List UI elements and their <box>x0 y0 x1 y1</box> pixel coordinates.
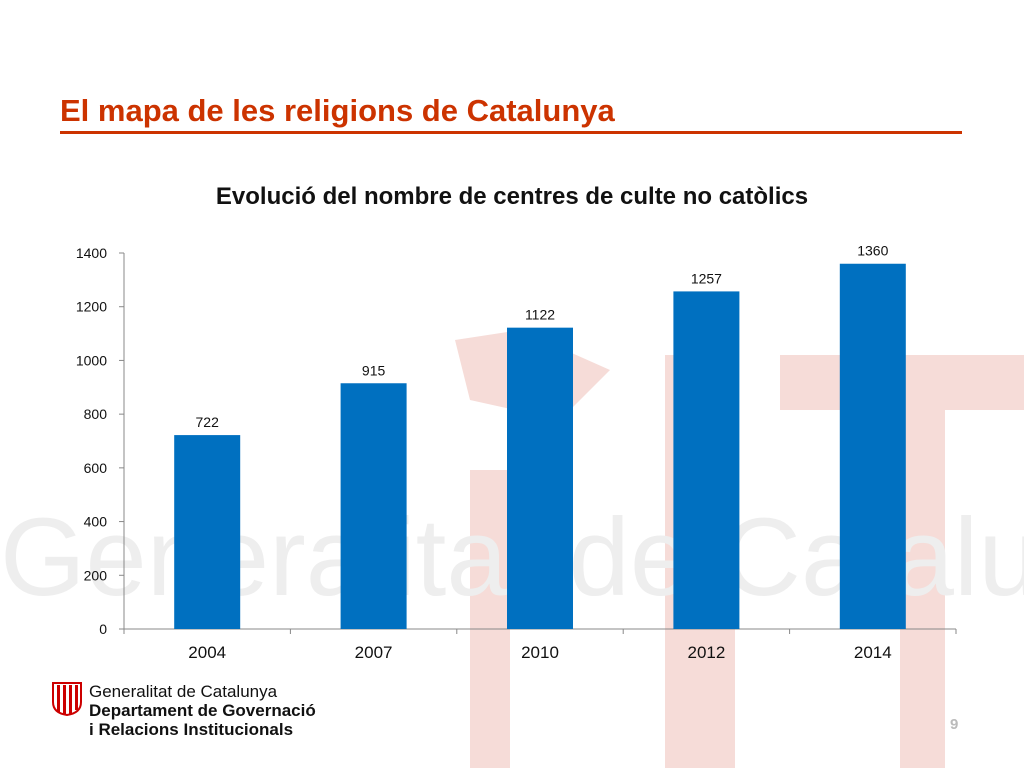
y-tick-label: 600 <box>84 460 108 476</box>
bar <box>839 263 906 629</box>
data-label: 915 <box>362 362 386 378</box>
org-line-1: Generalitat de Catalunya <box>89 682 278 701</box>
y-tick-label: 0 <box>99 621 107 637</box>
chart-title: Evolució del nombre de centres de culte … <box>215 183 809 210</box>
x-tick-label: 2010 <box>521 643 559 662</box>
y-tick-label: 1400 <box>76 245 107 261</box>
y-tick-label: 400 <box>84 514 108 530</box>
y-tick-label: 1000 <box>76 352 107 368</box>
data-label: 722 <box>196 414 220 430</box>
slide-title: El mapa de les religions de Catalunya <box>60 93 962 134</box>
x-tick-label: 2014 <box>854 643 892 662</box>
bar <box>340 383 407 629</box>
y-tick-label: 200 <box>84 567 108 583</box>
y-tick-label: 1200 <box>76 299 107 315</box>
org-line-2: Departament de Governació <box>89 701 316 720</box>
x-tick-label: 2012 <box>687 643 725 662</box>
bar <box>507 327 573 629</box>
y-tick-label: 800 <box>84 406 108 422</box>
data-label: 1257 <box>691 270 722 286</box>
bar <box>673 291 740 629</box>
x-tick-label: 2007 <box>355 643 393 662</box>
bar <box>174 435 241 629</box>
organization-name: Generalitat de Catalunya Departament de … <box>89 682 316 739</box>
org-line-3: i Relacions Institucionals <box>89 720 294 739</box>
x-tick-label: 2004 <box>188 643 226 662</box>
data-label: 1360 <box>857 243 888 259</box>
data-label: 1122 <box>525 307 555 323</box>
page-number: 9 <box>950 716 959 733</box>
generalitat-logo-icon <box>52 682 82 716</box>
